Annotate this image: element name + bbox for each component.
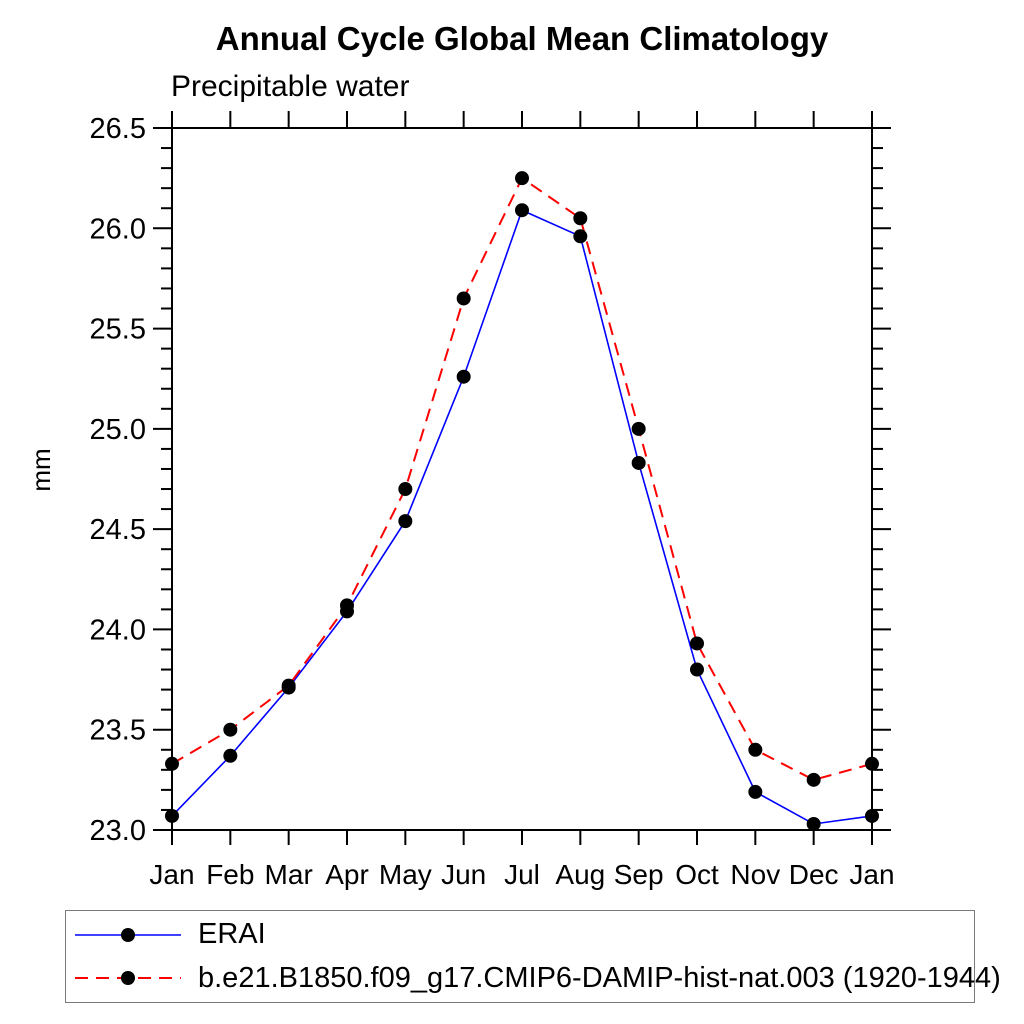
legend-line-sample-model [75,971,181,986]
legend-marker-icon [121,927,135,942]
y-tick-label: 25.0 [90,414,146,446]
y-axis-label: mm [26,448,56,491]
x-tick-label: Jun [441,859,486,890]
x-tick-label: May [379,859,432,890]
data-point-marker-s1 [340,598,354,613]
legend: ERAI b.e21.B1850.f09_g17.CMIP6-DAMIP-his… [65,910,1001,1003]
data-point-marker-s1 [806,772,821,787]
data-point-marker-s1 [456,291,471,306]
legend-item-model: b.e21.B1850.f09_g17.CMIP6-DAMIP-hist-nat… [66,958,1001,998]
y-tick-label: 23.5 [90,715,146,747]
y-tick-label: 24.0 [90,614,146,646]
x-tick-label: Feb [206,859,254,890]
y-tick-label: 26.5 [90,113,146,145]
data-point-marker-s1 [631,421,646,436]
data-point-marker-s1 [223,722,238,737]
x-tick-label: Jul [504,859,540,890]
y-tick-label: 24.5 [90,514,146,546]
series-line-1 [171,176,873,781]
data-point-marker-s1 [165,756,179,771]
data-point-marker-s0 [165,808,179,823]
data-point-marker-s1 [281,678,296,693]
data-point-marker-s0 [456,369,471,384]
data-point-marker-s0 [515,203,529,218]
y-tick-label: 25.5 [90,314,146,346]
data-point-marker-s0 [223,748,238,763]
data-point-marker-s1 [865,756,879,771]
legend-marker-icon [121,971,135,986]
data-point-marker-s1 [398,482,413,497]
data-point-marker-s1 [748,742,763,757]
series-line-0 [171,209,873,825]
x-tick-label: Jan [849,859,894,890]
data-point-marker-s0 [865,808,879,823]
data-point-marker-s0 [631,455,646,470]
x-tick-label: Dec [789,859,839,890]
data-point-marker-s0 [806,816,821,831]
chart-subtitle: Precipitable water [171,70,410,103]
chart-title: Annual Cycle Global Mean Climatology [215,20,829,57]
x-tick-label: Mar [265,859,313,890]
y-tick-label: 26.0 [90,213,146,245]
data-point-marker-s0 [690,662,704,677]
plot-frame [171,127,873,831]
data-point-marker-s0 [398,514,413,529]
x-tick-label: Jan [149,859,194,890]
x-tick-label: Sep [614,859,664,890]
data-point-marker-s0 [573,229,588,244]
x-tick-label: Oct [675,859,719,890]
chart-layer: Jan Feb Mar Apr May Jun Jul Aug Sep Oct Nov Dec Jan2… [90,111,895,890]
data-point-marker-s0 [748,784,763,799]
legend-item-erai: ERAI [66,915,974,955]
x-tick-label: Apr [325,859,369,890]
x-tick-label: Nov [730,859,780,890]
data-point-marker-s1 [690,636,704,651]
y-tick-label: 23.0 [90,815,146,847]
data-point-marker-s1 [573,211,588,226]
legend-line-sample-erai [75,927,181,942]
legend-label-erai: ERAI [198,918,266,951]
x-tick-label: Aug [555,859,605,890]
legend-label-model: b.e21.B1850.f09_g17.CMIP6-DAMIP-hist-nat… [198,961,1001,994]
data-point-marker-s1 [515,171,529,186]
